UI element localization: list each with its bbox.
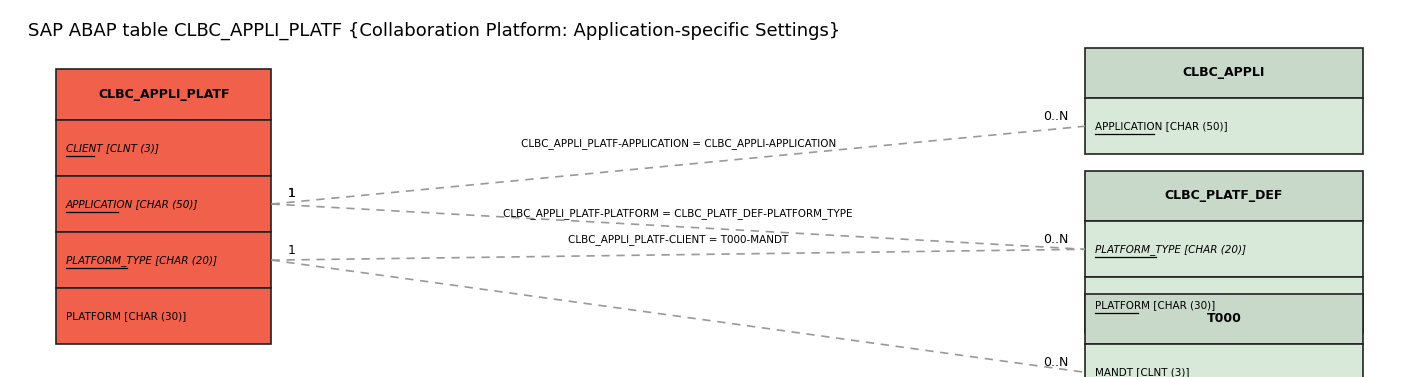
Text: PLATFORM_TYPE [CHAR (20)]: PLATFORM_TYPE [CHAR (20)] bbox=[65, 255, 217, 265]
Text: APPLICATION [CHAR (50)]: APPLICATION [CHAR (50)] bbox=[65, 199, 199, 209]
Text: PLATFORM [CHAR (30)]: PLATFORM [CHAR (30)] bbox=[1094, 300, 1215, 310]
Text: CLBC_APPLI: CLBC_APPLI bbox=[1183, 66, 1266, 79]
Text: CLBC_PLATF_DEF: CLBC_PLATF_DEF bbox=[1165, 189, 1283, 202]
FancyBboxPatch shape bbox=[55, 176, 271, 232]
Text: T000: T000 bbox=[1206, 313, 1242, 325]
Text: APPLICATION [CHAR (50)]: APPLICATION [CHAR (50)] bbox=[1094, 121, 1227, 131]
Text: PLATFORM [CHAR (30)]: PLATFORM [CHAR (30)] bbox=[65, 311, 186, 321]
FancyBboxPatch shape bbox=[55, 232, 271, 288]
FancyBboxPatch shape bbox=[55, 288, 271, 344]
FancyBboxPatch shape bbox=[1086, 344, 1364, 377]
FancyBboxPatch shape bbox=[1086, 98, 1364, 154]
FancyBboxPatch shape bbox=[55, 120, 271, 176]
Text: CLBC_APPLI_PLATF-APPLICATION = CLBC_APPLI-APPLICATION: CLBC_APPLI_PLATF-APPLICATION = CLBC_APPL… bbox=[521, 138, 836, 149]
Text: PLATFORM_TYPE [CHAR (20)]: PLATFORM_TYPE [CHAR (20)] bbox=[1094, 244, 1246, 255]
Text: MANDT [CLNT (3)]: MANDT [CLNT (3)] bbox=[1094, 367, 1189, 377]
FancyBboxPatch shape bbox=[1086, 294, 1364, 344]
Text: 0..N: 0..N bbox=[1043, 233, 1069, 246]
Text: 0..N: 0..N bbox=[1043, 356, 1069, 369]
Text: 0..N: 0..N bbox=[1043, 110, 1069, 123]
FancyBboxPatch shape bbox=[1086, 170, 1364, 221]
Text: CLBC_APPLI_PLATF-CLIENT = T000-MANDT: CLBC_APPLI_PLATF-CLIENT = T000-MANDT bbox=[568, 234, 789, 245]
Text: 1: 1 bbox=[288, 187, 297, 201]
FancyBboxPatch shape bbox=[55, 69, 271, 120]
Text: 1: 1 bbox=[288, 187, 297, 201]
Text: 1: 1 bbox=[288, 244, 297, 256]
FancyBboxPatch shape bbox=[1086, 48, 1364, 98]
Text: CLBC_APPLI_PLATF: CLBC_APPLI_PLATF bbox=[98, 88, 230, 101]
Text: CLIENT [CLNT (3)]: CLIENT [CLNT (3)] bbox=[65, 143, 159, 153]
Text: SAP ABAP table CLBC_APPLI_PLATF {Collaboration Platform: Application-specific Se: SAP ABAP table CLBC_APPLI_PLATF {Collabo… bbox=[28, 22, 840, 40]
Text: CLBC_APPLI_PLATF-PLATFORM = CLBC_PLATF_DEF-PLATFORM_TYPE: CLBC_APPLI_PLATF-PLATFORM = CLBC_PLATF_D… bbox=[504, 208, 853, 219]
FancyBboxPatch shape bbox=[1086, 277, 1364, 333]
FancyBboxPatch shape bbox=[1086, 221, 1364, 277]
